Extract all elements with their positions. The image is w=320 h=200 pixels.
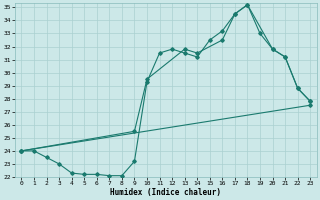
- X-axis label: Humidex (Indice chaleur): Humidex (Indice chaleur): [110, 188, 221, 197]
